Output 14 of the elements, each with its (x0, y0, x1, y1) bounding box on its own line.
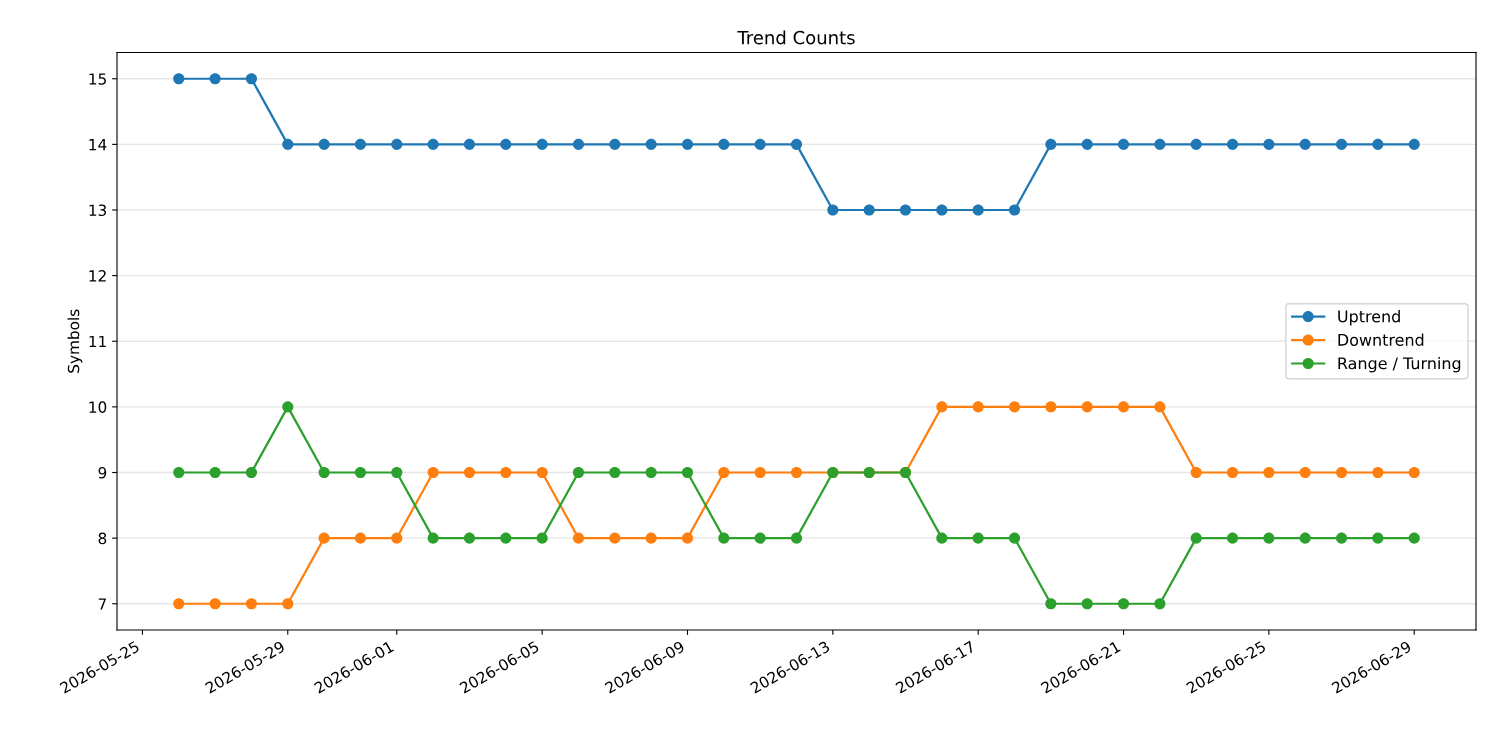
y-axis-title: Symbols (67, 309, 83, 373)
chart-title: Trend Counts (737, 30, 855, 45)
y-tick-label: 14 (89, 139, 107, 151)
legend-label: Range / Turning (1338, 356, 1461, 373)
legend-label: Uptrend (1338, 310, 1400, 326)
y-tick-label: 10 (89, 401, 107, 413)
y-tick-label: 15 (89, 73, 106, 85)
y-tick-label: 11 (89, 335, 106, 348)
y-tick-label: 9 (98, 466, 107, 479)
legend-label: Downtrend (1338, 333, 1424, 346)
y-tick-label: 13 (89, 204, 107, 217)
y-tick-label: 8 (98, 532, 107, 545)
y-tick-label: 12 (89, 270, 106, 282)
y-tick-label: 7 (98, 598, 106, 610)
